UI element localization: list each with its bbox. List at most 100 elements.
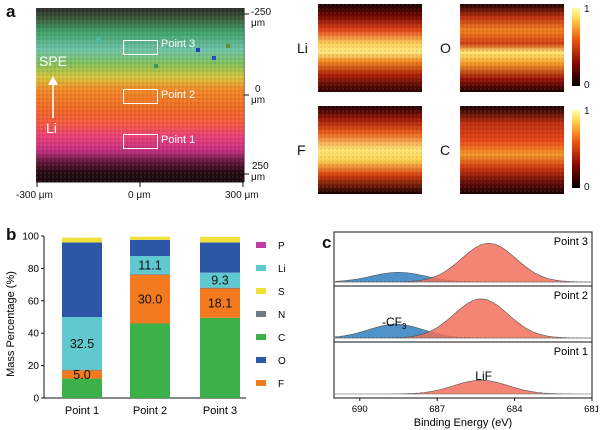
- xps-subplot-frame: [333, 341, 593, 399]
- legend-label: F: [278, 379, 284, 390]
- tick-right-neg250: -250: [251, 7, 272, 18]
- panel-label-a: a: [6, 2, 16, 21]
- bar-segment-c: [200, 317, 240, 398]
- bar-segment-o: [130, 239, 170, 257]
- legend-swatch-c: [256, 334, 266, 340]
- bar-segment-s: [62, 237, 102, 243]
- bar-y-tick-label: 60: [28, 296, 40, 307]
- colorbar-bottom: [572, 110, 580, 188]
- o-map: [460, 4, 564, 92]
- tick-right-250: 250: [252, 161, 269, 172]
- right-axis: [244, 8, 249, 182]
- f-map: [318, 106, 422, 194]
- xps-xlabel: Binding Energy (eV): [414, 417, 512, 429]
- xps-subplot-title: Point 2: [554, 290, 588, 302]
- map-label-li: Li: [297, 40, 308, 56]
- bar-segment-n: [130, 274, 170, 275]
- arrow-up-icon: [48, 76, 58, 118]
- xps-peak-lif: [334, 242, 592, 283]
- bar-segment-f: [62, 370, 102, 379]
- legend-label: Li: [278, 264, 286, 275]
- bar-segment-n: [62, 369, 102, 371]
- tick-right-unit3: μm: [251, 172, 266, 183]
- map-label-f: F: [297, 142, 306, 158]
- xps-subplot-title: Point 1: [554, 346, 588, 358]
- bar-data-label: 30.0: [138, 293, 162, 307]
- legend-swatch-n: [256, 311, 266, 317]
- bar-segment-f: [130, 274, 170, 324]
- bar-segment-f: [200, 288, 240, 318]
- tick-right-zero: 0: [255, 84, 261, 95]
- panel-label-b: b: [6, 225, 17, 244]
- point-3-box: [123, 40, 158, 55]
- colorbar-top-min: 0: [584, 80, 590, 91]
- bar-y-tick-label: 100: [22, 232, 39, 243]
- bar-segment-s: [130, 236, 170, 240]
- li-map: [318, 4, 422, 92]
- bar-segment-c: [130, 323, 170, 398]
- bar-segment-c: [62, 378, 102, 398]
- legend-swatch-o: [256, 357, 266, 363]
- point-2-label: Point 2: [161, 89, 196, 101]
- bar-segment-o: [62, 242, 102, 317]
- bar-data-label: 32.5: [70, 337, 94, 351]
- bar-y-tick-label: 20: [28, 361, 40, 372]
- tick-bottom-300: 300 μm: [225, 190, 259, 201]
- spe-label: SPE: [39, 53, 68, 69]
- bar-data-label: 5.0: [73, 368, 90, 382]
- xps-x-tick-label: 690: [352, 404, 368, 415]
- legend-swatch-li: [256, 265, 266, 271]
- bar-y-tick-label: 40: [28, 329, 40, 340]
- bar-category-label: Point 2: [133, 405, 167, 417]
- xps-peak-lif: [334, 379, 592, 395]
- point-1-label: Point 1: [161, 134, 196, 146]
- stacked-bar-chart: Mass Percentage (%) 0 20 40 60 80 100 Point 1 P…: [5, 232, 286, 418]
- legend-label: C: [278, 333, 285, 344]
- bar-category-label: Point 3: [203, 405, 237, 417]
- colorbar-bottom-min: 0: [584, 182, 590, 193]
- point-1-box: [123, 134, 158, 149]
- legend-swatch-f: [256, 380, 266, 386]
- annotation-cf3: -CF3: [382, 315, 407, 331]
- colorbar-top: [572, 8, 580, 86]
- tick-bottom-neg300: -300 μm: [16, 190, 53, 201]
- colorbar-top-max: 1: [584, 4, 590, 15]
- annotation-lif: LiF: [475, 369, 492, 383]
- bar-data-label: 11.1: [138, 259, 161, 273]
- colorbar-bottom-max: 1: [584, 106, 590, 117]
- legend-label: P: [278, 241, 285, 252]
- bar-segment-s: [200, 236, 240, 243]
- legend-label: S: [278, 287, 285, 298]
- bar-data-label: 18.1: [208, 297, 232, 311]
- bottom-axis: [36, 182, 244, 187]
- li-layer-label: Li: [46, 120, 57, 136]
- bar-data-label: 9.3: [211, 274, 228, 288]
- tick-bottom-0: 0 μm: [128, 190, 151, 201]
- bar-segment-li: [200, 272, 240, 288]
- point-2-box: [123, 89, 158, 104]
- xps-x-tick-label: 687: [429, 404, 445, 415]
- legend-label: O: [278, 356, 286, 367]
- bar-segment-n: [200, 287, 240, 289]
- point-3-label: Point 3: [161, 38, 196, 50]
- map-label-o: O: [440, 40, 451, 56]
- bar-segment-li: [62, 317, 102, 370]
- tick-right-unit1: μm: [251, 18, 266, 29]
- panel-label-c: c: [322, 233, 332, 252]
- bar-segment-li: [130, 256, 170, 275]
- bar-ylabel: Mass Percentage (%): [5, 271, 17, 377]
- composite-map: [36, 8, 244, 182]
- xps-subplot-title: Point 3: [554, 236, 588, 248]
- xps-x-tick-label: 684: [507, 404, 523, 415]
- map-label-c: C: [440, 142, 451, 158]
- c-map: [460, 106, 564, 194]
- bar-y-tick-label: 0: [33, 394, 39, 405]
- bar-segment-o: [200, 242, 240, 273]
- legend-swatch-p: [256, 242, 266, 248]
- bar-category-label: Point 1: [65, 405, 99, 417]
- xps-x-tick-label: 681: [584, 404, 598, 415]
- legend-swatch-s: [256, 288, 266, 294]
- tick-right-unit2: μm: [251, 95, 266, 106]
- xps-peak-lif: [334, 298, 592, 339]
- xps-spectra-chart: Point 3 Point 2 Point 1 -CF3 LiF 690 687 684 68…: [333, 231, 598, 429]
